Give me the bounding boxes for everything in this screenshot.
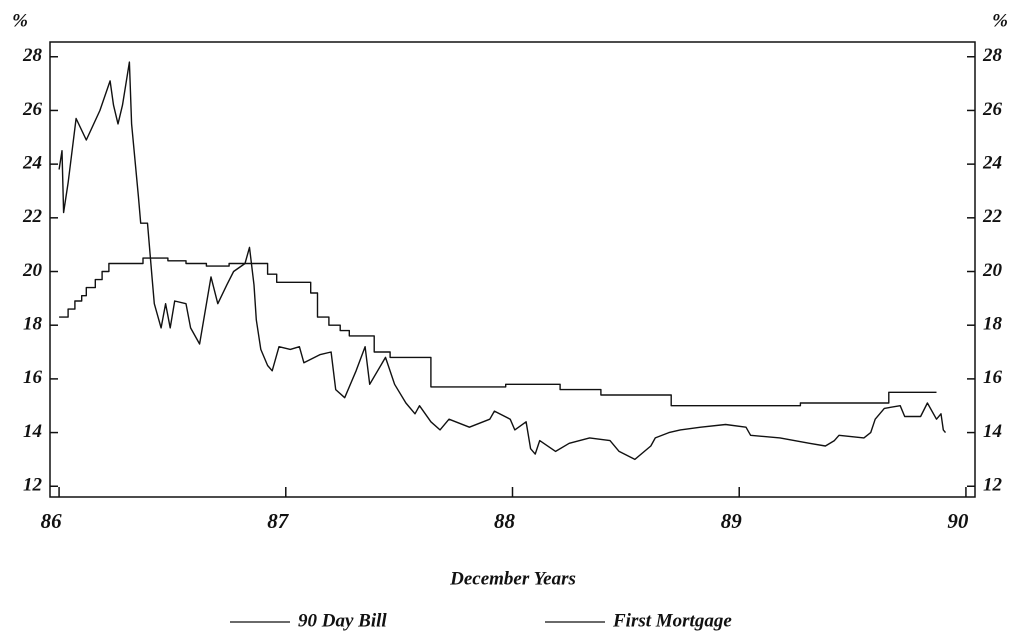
x-axis-label: December Years [449,568,576,589]
plot-frame [49,41,976,498]
y-tick-label: 26 [22,99,43,120]
x-tick-label: 86 [41,509,63,533]
legend-label: First Mortgage [612,610,732,631]
y2-tick-label: 20 [982,260,1003,281]
y-tick-label: 18 [23,314,43,335]
y-axis-label: % [12,10,28,31]
y2-tick-label: 24 [982,152,1002,173]
y2-tick-label: 14 [983,421,1002,442]
y2-tick-label: 16 [983,367,1003,388]
x-tick-label: 89 [721,509,743,533]
y-tick-label: 16 [23,367,43,388]
series-line [58,61,947,461]
y-tick-label: 28 [22,45,43,66]
series-line [59,257,937,407]
y-tick-label: 24 [22,152,42,173]
y-tick-label: 20 [22,260,43,281]
x-tick-label: 87 [267,509,290,533]
y2-tick-label: 12 [983,475,1003,496]
y2-axis-label: % [992,10,1008,31]
y-tick-label: 22 [22,206,43,227]
y-tick-label: 12 [23,475,43,496]
x-tick-label: 90 [947,509,969,533]
y-tick-label: 14 [23,421,42,442]
y2-tick-label: 28 [982,45,1003,66]
y2-tick-label: 18 [983,314,1003,335]
legend-label: 90 Day Bill [298,610,387,631]
y2-tick-label: 22 [982,206,1003,227]
x-tick-label: 88 [494,509,516,533]
y2-tick-label: 26 [982,99,1003,120]
